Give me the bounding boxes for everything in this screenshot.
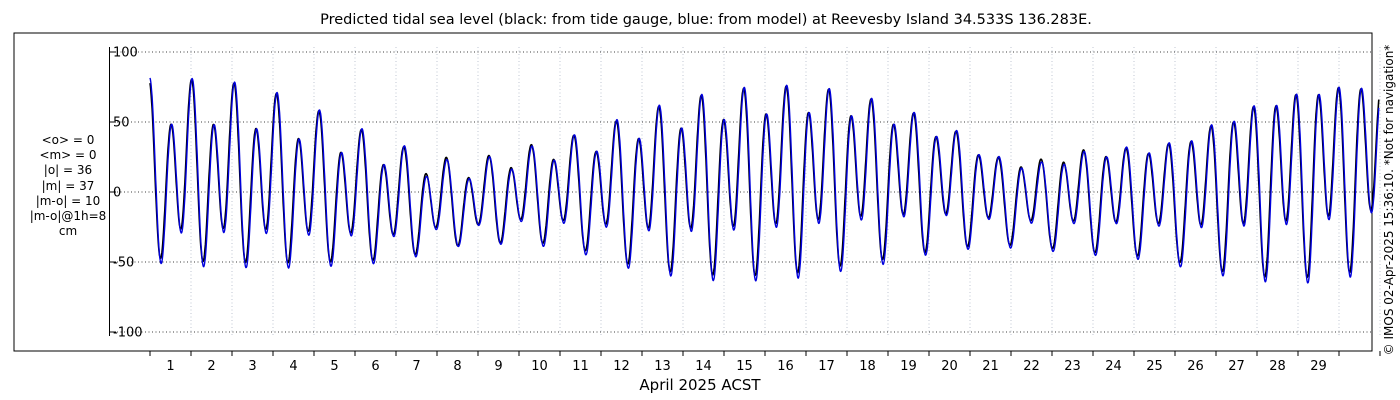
x-tick-label: 8 xyxy=(453,359,461,374)
copyright-note: © IMOS 02-Apr-2025 15:36:10. *Not for na… xyxy=(1382,44,1396,356)
x-tick-label: 26 xyxy=(1187,359,1204,374)
x-tick-label: 10 xyxy=(531,359,548,374)
x-tick-label: 7 xyxy=(412,359,420,374)
y-tick-label: -50 xyxy=(113,256,134,271)
x-tick-label: 23 xyxy=(1064,359,1081,374)
outer-frame xyxy=(13,32,1373,352)
x-tick-label: 20 xyxy=(941,359,958,374)
x-tick-label: 2 xyxy=(207,359,215,374)
x-tick-label: 21 xyxy=(982,359,999,374)
x-tick-label: 9 xyxy=(494,359,502,374)
y-tick-label: 0 xyxy=(113,186,121,201)
stat-line: |m-o| = 10 xyxy=(35,193,101,208)
x-tick-label: 1 xyxy=(166,359,174,374)
x-tick-label: 15 xyxy=(736,359,753,374)
x-axis: 1 2 3 4 5 6 7 8 9 10 11 12 13 14 15 16 17 18 19 20 21 22 23 24 2… xyxy=(149,351,1381,374)
x-tick-label: 25 xyxy=(1146,359,1163,374)
statistics-panel: <o> = 0 <m> = 0 |o| = 36 |m| = 37 |m-o| = 10… xyxy=(22,133,114,239)
x-tick-label: 24 xyxy=(1105,359,1122,374)
x-tick-label: 19 xyxy=(900,359,917,374)
series-group xyxy=(149,77,1380,284)
chart-title: Predicted tidal sea level (black: from t… xyxy=(320,12,1092,28)
x-tick-label: 28 xyxy=(1269,359,1286,374)
x-tick-label: 17 xyxy=(818,359,835,374)
x-axis-label: April 2025 ACST xyxy=(639,376,761,394)
x-tick-label: 22 xyxy=(1023,359,1040,374)
stat-line: <o> = 0 xyxy=(41,133,95,147)
x-tick-label: 4 xyxy=(289,359,297,374)
x-tick-label: 29 xyxy=(1310,359,1327,374)
y-axis: -100 -50 0 50 100 xyxy=(110,46,143,341)
x-tick-label: 14 xyxy=(695,359,712,374)
x-tick-label: 3 xyxy=(248,359,256,374)
stat-line: <m> = 0 xyxy=(39,148,97,163)
stat-line: |o| = 36 xyxy=(43,163,93,178)
stat-line: |m| = 37 xyxy=(41,178,95,193)
x-tick-label: 5 xyxy=(330,359,338,374)
x-tick-label: 18 xyxy=(859,359,876,374)
y-tick-label: 100 xyxy=(113,46,138,61)
x-tick-label: 11 xyxy=(572,359,589,374)
x-tick-label: 16 xyxy=(777,359,794,374)
y-tick-label: 50 xyxy=(113,116,130,131)
x-tick-label: 27 xyxy=(1228,359,1245,374)
x-tick-label: 13 xyxy=(654,359,671,374)
x-tick-label: 6 xyxy=(371,359,379,374)
x-tick-label: 12 xyxy=(613,359,630,374)
series-line-model xyxy=(149,77,1380,284)
y-tick-label: -100 xyxy=(113,326,143,341)
stat-line: |m-o|@1h=8 xyxy=(29,209,107,224)
stat-line: cm xyxy=(58,224,78,239)
